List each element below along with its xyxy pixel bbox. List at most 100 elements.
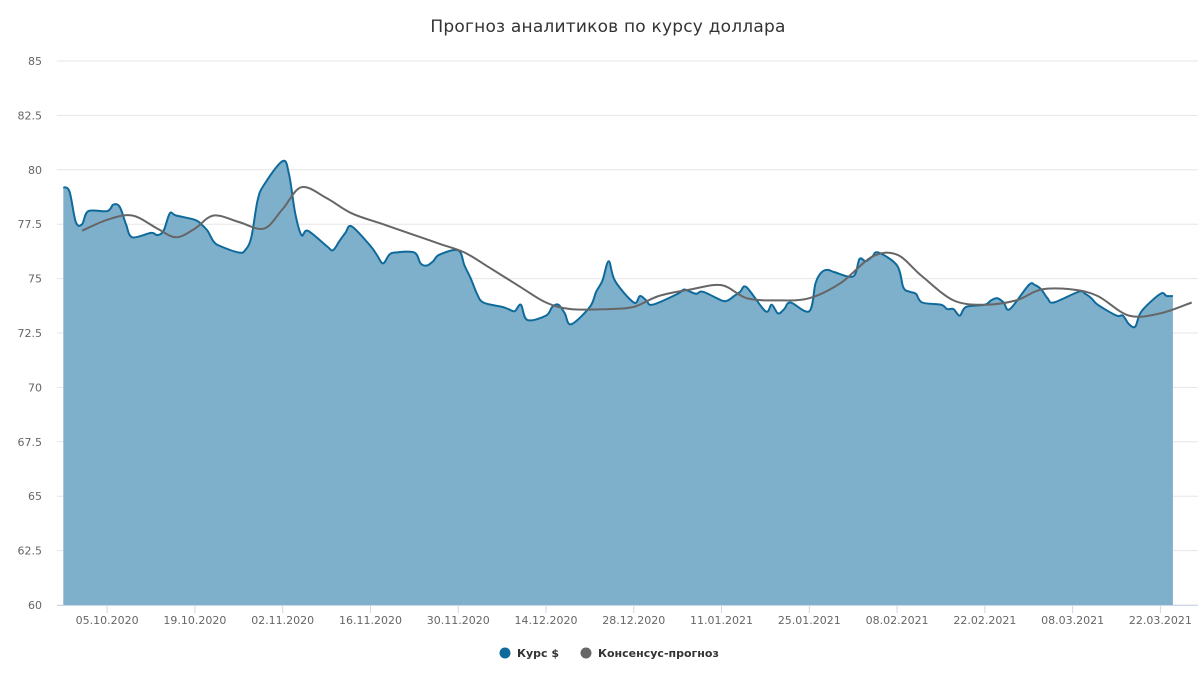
series-line-1 (81, 185, 1193, 318)
data-point (74, 221, 77, 224)
data-point (739, 290, 742, 293)
data-point (1128, 314, 1131, 317)
y-tick-label: 82.5 (18, 109, 43, 122)
data-point (902, 286, 905, 289)
data-point (1128, 323, 1131, 326)
legend-label: Курс $ (517, 647, 559, 660)
data-point (300, 186, 303, 189)
data-point (1015, 299, 1018, 302)
data-point (896, 253, 899, 256)
data-point (476, 292, 479, 295)
data-point (1090, 297, 1093, 300)
data-point (1040, 288, 1043, 291)
data-point (783, 308, 786, 311)
x-tick-label: 28.12.2020 (602, 614, 665, 627)
legend-marker (499, 647, 511, 659)
data-point (908, 290, 911, 293)
data-point (820, 271, 823, 274)
data-point (262, 184, 265, 187)
data-point (1171, 295, 1174, 298)
data-point (965, 305, 968, 308)
x-tick-label: 16.11.2020 (339, 614, 402, 627)
y-tick-label: 62.5 (18, 545, 43, 558)
y-tick-label: 75 (28, 273, 42, 286)
data-point (526, 318, 529, 321)
data-point (206, 229, 209, 232)
x-tick-label: 22.02.2021 (953, 614, 1016, 627)
data-point (331, 249, 334, 252)
data-point (764, 310, 767, 313)
x-axis: 05.10.2020 19.10.2020 02.11.2020 16.11.2020… (57, 605, 1198, 627)
y-tick-label: 72.5 (18, 327, 43, 340)
data-point (175, 236, 178, 239)
data-point (131, 214, 134, 217)
data-point (168, 212, 171, 215)
data-point (614, 279, 617, 282)
data-point (921, 275, 924, 278)
data-point (940, 303, 943, 306)
data-point (256, 199, 259, 202)
x-tick-label: 08.03.2021 (1041, 614, 1104, 627)
data-point (833, 271, 836, 274)
legend-marker (580, 647, 592, 659)
data-point (588, 305, 591, 308)
data-point (745, 286, 748, 289)
data-point (827, 268, 830, 271)
x-tick-label: 05.10.2020 (76, 614, 139, 627)
data-point (118, 205, 121, 208)
data-point (513, 310, 516, 313)
data-point (777, 312, 780, 315)
data-point (607, 260, 610, 263)
data-point (858, 258, 861, 261)
data-point (112, 203, 115, 206)
data-point (996, 297, 999, 300)
data-point (250, 236, 253, 239)
legend[interactable]: Курс $ Консенсус-прогноз (499, 647, 719, 660)
y-tick-label: 70 (28, 381, 42, 394)
data-point (288, 173, 291, 176)
data-point (601, 279, 604, 282)
data-point (896, 264, 899, 267)
data-point (632, 301, 635, 304)
x-tick-label: 14.12.2020 (515, 614, 578, 627)
data-point (501, 305, 504, 308)
legend-item-1[interactable]: Консенсус-прогноз (580, 647, 719, 660)
y-tick-label: 67.5 (18, 436, 43, 449)
data-point (81, 229, 84, 232)
data-point (808, 310, 811, 313)
data-point (488, 266, 491, 269)
data-point (62, 186, 65, 189)
legend-item-0[interactable]: Курс $ (499, 647, 560, 660)
x-tick-label: 08.02.2021 (866, 614, 929, 627)
y-tick-label: 77.5 (18, 218, 43, 231)
data-point (701, 290, 704, 293)
data-point (1027, 284, 1030, 287)
chart-title: Прогноз аналитиков по курсу доллара (430, 17, 785, 37)
data-point (1159, 292, 1162, 295)
data-point (344, 231, 347, 234)
data-point (125, 223, 128, 226)
data-point (156, 227, 159, 230)
data-point (469, 277, 472, 280)
data-point (482, 301, 485, 304)
data-point (131, 236, 134, 239)
data-point (212, 214, 215, 217)
data-point (632, 305, 635, 308)
data-point (814, 282, 817, 285)
data-point (388, 253, 391, 256)
legend-label: Консенсус-прогноз (598, 647, 719, 660)
data-point (338, 240, 341, 243)
data-point (545, 301, 548, 304)
data-point (68, 190, 71, 193)
data-point (325, 245, 328, 248)
data-point (570, 323, 573, 326)
data-point (438, 253, 441, 256)
data-point (777, 299, 780, 302)
data-point (1096, 303, 1099, 306)
data-point (545, 314, 548, 317)
y-axis: 60 62.5 65 67.5 70 72.5 75 77.5 80 82.5 85 (18, 55, 43, 612)
data-point (1096, 295, 1099, 298)
data-point (952, 308, 955, 311)
data-point (651, 303, 654, 306)
data-point (958, 314, 961, 317)
